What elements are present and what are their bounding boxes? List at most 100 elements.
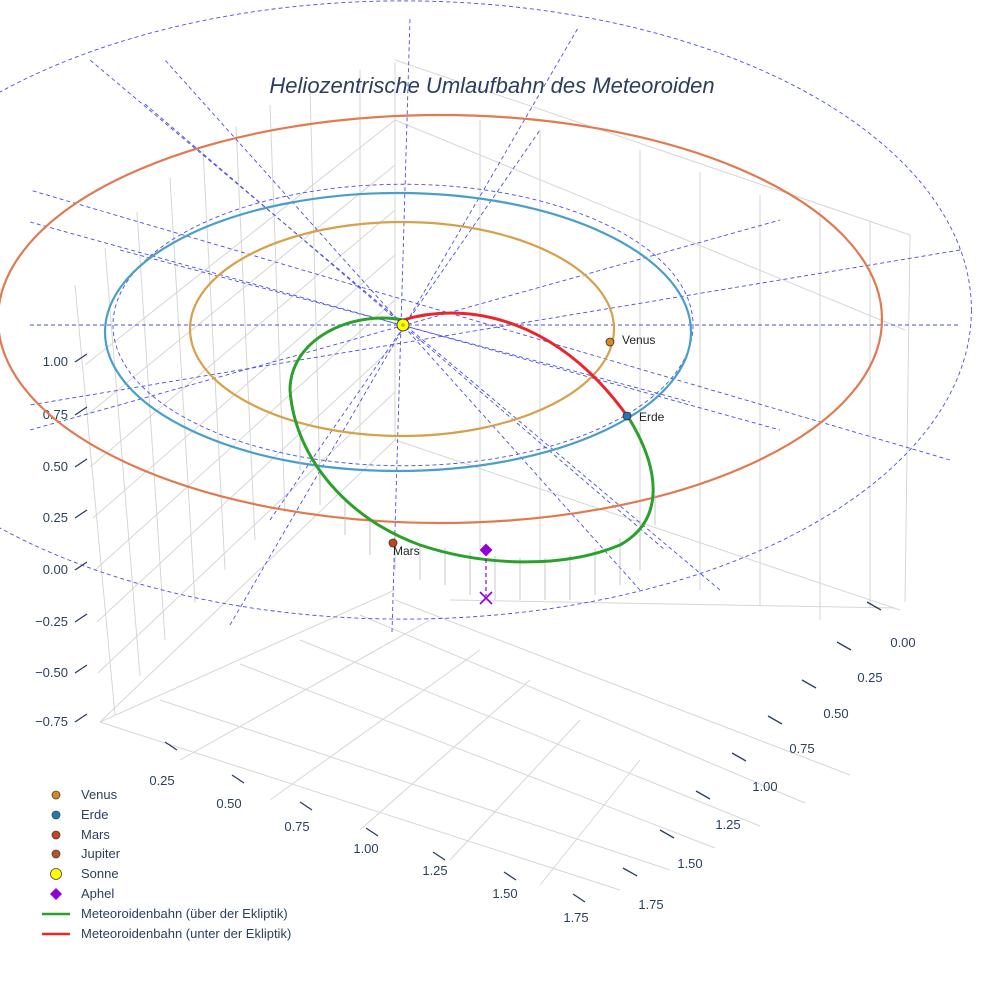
- gridline: [99, 589, 396, 723]
- y-axis-tick: [801, 679, 817, 689]
- gridline: [449, 599, 896, 609]
- gridline: [74, 284, 116, 716]
- y-axis-tick-label: 0.00: [890, 635, 915, 650]
- chart-title: Heliozentrische Umlaufbahn des Meteoroid…: [269, 73, 715, 98]
- planet-label-mars: Mars: [393, 544, 420, 558]
- x-axis-tick-label: 0.75: [284, 819, 309, 834]
- z-axis-tick: [74, 613, 88, 623]
- axis-labels: −0.75 −0.50 −0.25 0.00 0.25 0.50 0.75 1.00 0.25 0…: [35, 353, 916, 925]
- z-axis-tick: [74, 353, 88, 363]
- z-axis-tick-label: −0.50: [35, 665, 68, 680]
- legend-marker: [51, 790, 61, 800]
- y-axis-tick: [622, 867, 638, 877]
- y-axis-tick-label: 0.50: [823, 706, 848, 721]
- legend-symbol: [51, 790, 61, 800]
- y-axis-tick-label: 0.75: [789, 741, 814, 756]
- gridline: [202, 149, 226, 571]
- legend-symbol: [42, 912, 70, 916]
- gridline: [394, 599, 851, 776]
- aphel-projection-marker: [479, 591, 493, 605]
- y-axis-tick: [731, 752, 747, 762]
- meteoroid-orbit: [288, 311, 656, 605]
- gridline: [394, 439, 901, 611]
- x-axis-tick: [299, 801, 313, 811]
- gridline: [359, 614, 806, 804]
- legend-marker: [50, 868, 62, 881]
- z-axis-tick-label: 0.25: [43, 510, 68, 525]
- legend-label: Mars: [81, 826, 110, 842]
- orbit-mars: [0, 113, 883, 525]
- legend-marker: [51, 810, 61, 820]
- y-axis-tick: [659, 829, 675, 839]
- orbit-venus: [188, 220, 616, 438]
- planet-label-erde: Erde: [639, 410, 665, 424]
- z-axis-tick: [74, 713, 88, 723]
- x-axis-tick: [503, 871, 517, 881]
- z-axis-tick-label: 0.00: [43, 562, 68, 577]
- x-axis-tick-label: 1.00: [353, 841, 378, 856]
- gridline: [94, 299, 396, 571]
- orbit-erde: [103, 191, 693, 473]
- gridline: [394, 59, 911, 236]
- legend-label: Erde: [81, 806, 109, 822]
- y-axis-tick: [767, 715, 783, 725]
- legend-label: Meteoroidenbahn (über der Ekliptik): [81, 905, 288, 921]
- gridline: [97, 391, 396, 674]
- axis-gridlines: [74, 59, 911, 891]
- ecliptic-spoke: [269, 129, 541, 521]
- x-axis-tick: [432, 851, 446, 861]
- y-axis-tick: [695, 790, 711, 800]
- ecliptic-spoke: [29, 219, 781, 431]
- gridline: [904, 234, 911, 603]
- gridline: [309, 84, 321, 486]
- gridline: [86, 164, 396, 416]
- gridline: [99, 439, 396, 723]
- x-axis-tick-label: 0.25: [149, 773, 174, 788]
- z-axis-tick: [74, 458, 88, 468]
- ecliptic-spoke: [391, 17, 411, 633]
- planet-marker-venus: [605, 337, 615, 347]
- y-axis-tick-label: 0.25: [857, 670, 882, 685]
- sun-core: [401, 323, 405, 327]
- legend-label: Jupiter: [81, 846, 121, 862]
- y-axis-tick-label: 1.75: [638, 897, 663, 912]
- gridline: [239, 663, 716, 849]
- meteoroid-orbit-below: [402, 311, 632, 421]
- legend-label: Venus: [81, 787, 118, 802]
- z-axis-tick-label: −0.25: [35, 614, 68, 629]
- legend-marker: [50, 887, 62, 900]
- x-axis-tick-label: 1.50: [492, 886, 517, 901]
- z-axis-tick: [74, 561, 88, 571]
- gridline: [299, 639, 761, 827]
- ecliptic-spoke: [29, 249, 961, 406]
- z-axis-tick: [74, 509, 88, 519]
- gridline: [96, 344, 396, 623]
- aphel-marker: [478, 542, 494, 558]
- gridline: [539, 759, 641, 886]
- gridline: [159, 699, 671, 871]
- planet-marker-mars: [388, 538, 398, 548]
- z-axis-tick-label: 0.75: [43, 407, 68, 422]
- z-axis-tick-label: 1.00: [43, 354, 68, 369]
- z-axis-tick-label: 0.50: [43, 459, 68, 474]
- x-axis-tick: [365, 827, 379, 837]
- gridline: [449, 719, 581, 861]
- legend-label: Sonne: [81, 866, 119, 882]
- legend-label: Aphel: [81, 885, 115, 901]
- planet-marker-erde: [622, 411, 632, 421]
- planets: Venus Erde Mars: [388, 318, 665, 558]
- x-axis-tick: [231, 774, 245, 784]
- gridline: [89, 209, 396, 468]
- y-axis-tick: [866, 601, 882, 611]
- gridline: [92, 254, 396, 519]
- y-axis-tick-label: 1.00: [752, 779, 777, 794]
- meteoroid-orbit-above: [288, 316, 655, 564]
- ecliptic-ring: [112, 183, 694, 467]
- ecliptic-spoke: [144, 103, 666, 551]
- legend-symbol: [42, 932, 70, 935]
- y-axis-tick: [836, 641, 852, 651]
- y-axis-tick-label: 1.50: [677, 856, 702, 871]
- legend-marker: [51, 849, 61, 859]
- y-axis-tick-label: 1.25: [715, 817, 740, 832]
